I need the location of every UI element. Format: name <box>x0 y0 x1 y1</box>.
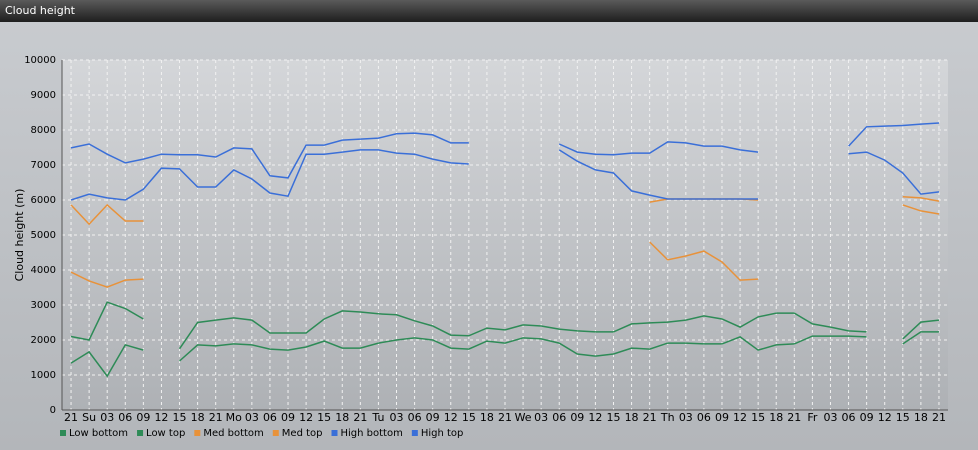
x-tick-label: 09 <box>860 411 874 424</box>
y-tick-label: 4000 <box>31 265 56 276</box>
y-tick-label: 0 <box>50 405 56 416</box>
x-tick-label: 18 <box>914 411 928 424</box>
title-bar: Cloud height <box>0 0 978 22</box>
y-tick-label: 1000 <box>31 370 56 381</box>
x-tick-label: 06 <box>842 411 856 424</box>
x-tick-label: 15 <box>317 411 331 424</box>
series-line <box>70 331 939 378</box>
x-tick-label: 09 <box>715 411 729 424</box>
legend-label: High bottom <box>341 428 403 439</box>
x-tick-label: 06 <box>408 411 422 424</box>
x-tick-label: 06 <box>697 411 711 424</box>
x-tick-label: 12 <box>299 411 313 424</box>
x-tick-label: Tu <box>371 411 384 424</box>
x-tick-label: 12 <box>733 411 747 424</box>
legend-label: Low bottom <box>69 428 128 439</box>
x-tick-label: 21 <box>932 411 946 424</box>
y-tick-label: 2000 <box>31 335 56 346</box>
x-tick-label: 09 <box>570 411 584 424</box>
y-tick-label: 8000 <box>31 125 56 136</box>
x-tick-label: Mo <box>226 411 242 424</box>
series-line <box>70 204 940 288</box>
x-tick-label: 03 <box>823 411 837 424</box>
x-tick-label: 15 <box>606 411 620 424</box>
x-tick-label: 06 <box>552 411 566 424</box>
y-axis-label: Cloud height (m) <box>13 189 26 282</box>
x-tick-label: 03 <box>534 411 548 424</box>
x-tick-label: 03 <box>390 411 404 424</box>
legend-swatch <box>60 430 66 436</box>
x-tick-label: 21 <box>498 411 512 424</box>
x-tick-label: 09 <box>426 411 440 424</box>
x-tick-label: 12 <box>154 411 168 424</box>
chart: Cloud height (m) 0 1000 2000 3000 4000 5000 60… <box>13 55 948 439</box>
x-tick-label: 18 <box>769 411 783 424</box>
x-tick-label: Su <box>82 411 96 424</box>
x-tick-label: 03 <box>100 411 114 424</box>
x-tick-label: 18 <box>191 411 205 424</box>
legend-swatch <box>272 430 279 436</box>
legend-swatch <box>194 430 201 436</box>
x-tick-label: 06 <box>263 411 277 424</box>
legend-swatch <box>137 430 144 436</box>
x-tick-label: 15 <box>173 411 187 424</box>
x-tick-label: 18 <box>480 411 494 424</box>
x-tick-label: 09 <box>136 411 150 424</box>
x-tick-label: 18 <box>625 411 639 424</box>
y-tick-label: 3000 <box>31 300 56 311</box>
x-tick-label: 03 <box>245 411 259 424</box>
x-tick-label: 18 <box>335 411 349 424</box>
series-line <box>70 122 940 179</box>
x-tick-label: 15 <box>896 411 910 424</box>
y-tick-label: 9000 <box>31 90 56 101</box>
y-tick-label: 10000 <box>24 55 56 66</box>
x-tick-label: 15 <box>751 411 765 424</box>
x-tick-label: 15 <box>462 411 476 424</box>
x-tick-label: 21 <box>209 411 223 424</box>
x-tick-label: 03 <box>679 411 693 424</box>
legend-label: Med bottom <box>203 428 263 439</box>
x-tick-label: 21 <box>787 411 801 424</box>
x-tick-label: 12 <box>878 411 892 424</box>
series-line <box>70 301 940 350</box>
legend-label: High top <box>421 428 464 439</box>
x-tick-label: 12 <box>588 411 602 424</box>
legend-swatch <box>331 430 338 436</box>
x-tick-label: 12 <box>444 411 458 424</box>
legend-label: Med top <box>282 428 323 439</box>
x-tick-label: 21 <box>64 411 78 424</box>
x-tick-label: Th <box>660 411 675 424</box>
x-tick-label: 21 <box>353 411 367 424</box>
x-tick-label: 06 <box>118 411 132 424</box>
series-line <box>70 149 940 201</box>
y-tick-label: 7000 <box>31 160 56 171</box>
x-tick-label: 09 <box>281 411 295 424</box>
legend-label: Low top <box>146 428 185 439</box>
x-tick-label: We <box>515 411 532 424</box>
legend-swatch <box>411 430 418 436</box>
x-tick-label: 21 <box>643 411 657 424</box>
y-tick-label: 5000 <box>31 230 56 241</box>
x-tick-label: Fr <box>807 411 818 424</box>
y-tick-label: 6000 <box>31 195 56 206</box>
